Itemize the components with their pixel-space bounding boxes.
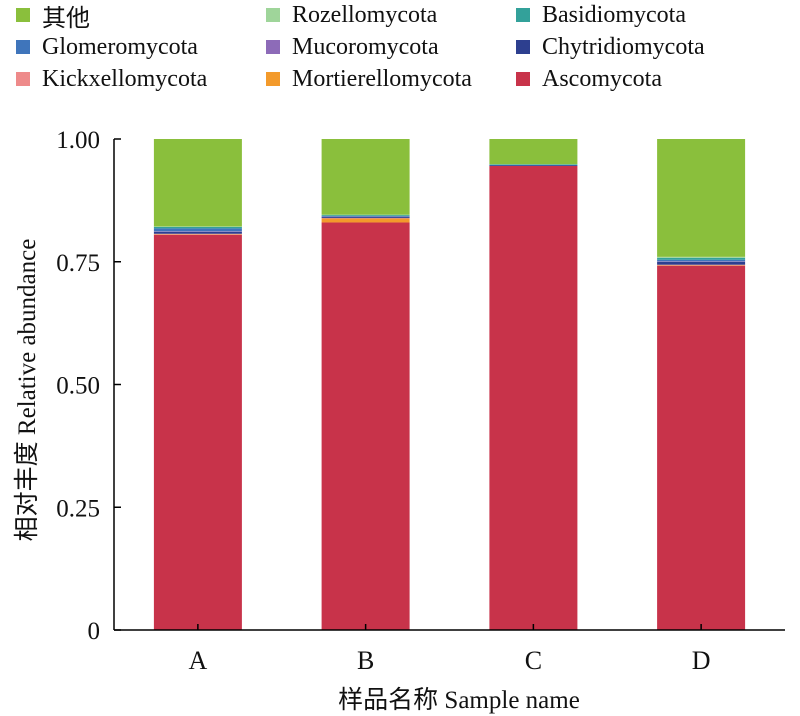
legend-item: Mortierellomycota (266, 65, 472, 93)
bar-segment-Chytridiomycota-B (321, 217, 410, 219)
legend-swatch (266, 40, 280, 54)
legend-item: Kickxellomycota (16, 65, 207, 93)
y-tick-label: 0 (88, 618, 101, 645)
bar-segment-Ascomycota-A (153, 234, 242, 631)
legend-label: Glomeromycota (42, 33, 198, 60)
y-tick-label: 0.50 (56, 373, 100, 400)
bar-segment-Chytridiomycota-D (657, 261, 746, 265)
bar-segment-Mortierellomycota-B (321, 218, 410, 223)
legend-swatch (16, 8, 30, 22)
bar-segment-Basidiomycota-A (153, 226, 242, 229)
legend-label: Ascomycota (542, 65, 662, 92)
bar-segment-Ascomycota-C (489, 166, 578, 630)
x-tick-label: B (357, 646, 374, 675)
legend-label: Mucoromycota (292, 33, 439, 60)
legend-swatch (516, 72, 530, 86)
x-tick-label: A (188, 646, 207, 675)
bar-segment-Rozellomycota-D (657, 256, 746, 258)
y-tick-label: 0.25 (56, 495, 100, 522)
legend-item: 其他 (16, 1, 90, 32)
bar-segment-其他-A (153, 139, 242, 227)
legend-label: Mortierellomycota (292, 65, 472, 92)
x-axis-title: 样品名称 Sample name (338, 687, 580, 714)
bar-segment-Basidiomycota-D (657, 257, 746, 260)
bar-segment-其他-D (657, 139, 746, 257)
bar-stack-B (321, 139, 410, 630)
legend-swatch (266, 72, 280, 86)
bar-stack-D (657, 139, 746, 630)
legend-item: Mucoromycota (266, 33, 439, 61)
legend-swatch (16, 40, 30, 54)
bar-segment-Glomeromycota-D (657, 259, 746, 262)
x-tick-label: C (525, 646, 542, 675)
legend-label: Rozellomycota (292, 1, 438, 28)
x-tick-label: D (692, 646, 711, 675)
y-axis-title-text: 相对丰度 Relative abundance (14, 238, 41, 542)
legend-label: Basidiomycota (542, 1, 686, 28)
bar-segment-Ascomycota-B (321, 222, 410, 630)
bar-segment-其他-C (489, 139, 578, 165)
legend-item: Chytridiomycota (516, 33, 705, 61)
legend-item: Rozellomycota (266, 1, 437, 29)
bar-segment-Chytridiomycota-A (153, 231, 242, 234)
legend-item: Ascomycota (516, 65, 662, 93)
legend-swatch (516, 8, 530, 22)
bar-stack-A (153, 139, 242, 631)
legend-item: Basidiomycota (516, 1, 686, 29)
y-tick-label: 0.75 (56, 250, 100, 277)
legend-swatch (516, 40, 530, 54)
legend-label: Chytridiomycota (542, 33, 705, 60)
bar-segment-Ascomycota-D (657, 265, 746, 630)
y-axis-title: 相对丰度 Relative abundance (5, 140, 45, 640)
legend-swatch (266, 8, 280, 22)
legend-item: Glomeromycota (16, 33, 198, 61)
bar-segment-其他-B (321, 139, 410, 215)
legend-label: 其他 (42, 5, 90, 32)
bar-segment-Basidiomycota-B (321, 215, 410, 217)
legend-swatch (16, 72, 30, 86)
bar-segment-Glomeromycota-A (153, 228, 242, 232)
bar-stack-C (489, 139, 578, 630)
legend: 其他 Rozellomycota Basidiomycota Glomeromycot… (0, 0, 800, 100)
legend-label: Kickxellomycota (42, 65, 208, 92)
y-tick-label: 1.00 (56, 127, 100, 154)
